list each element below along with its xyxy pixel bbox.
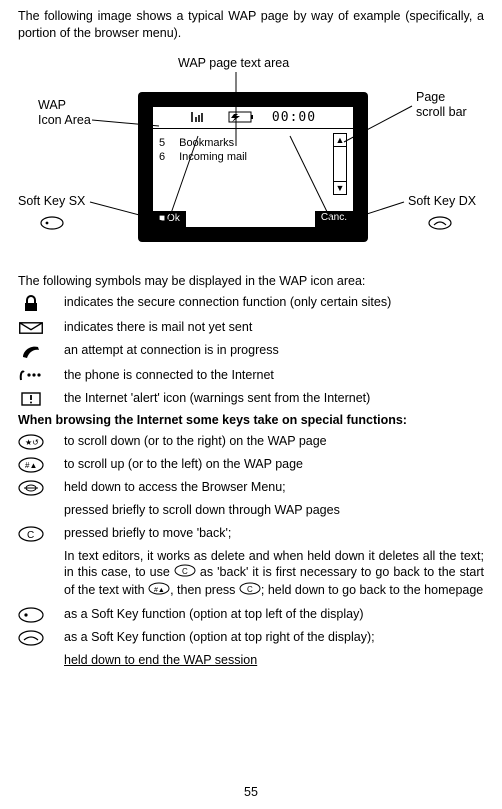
mail-icon xyxy=(18,319,64,336)
svg-text:C: C xyxy=(247,585,253,594)
row-alert: the Internet 'alert' icon (warnings sent… xyxy=(18,390,484,407)
row-softL: as a Soft Key function (option at top le… xyxy=(18,606,484,623)
row-hash: #▲ to scroll up (or to the left) on the … xyxy=(18,456,484,473)
row-lock: indicates the secure connection function… xyxy=(18,294,484,313)
keys-heading: When browsing the Internet some keys tak… xyxy=(18,413,484,427)
softR-text: as a Soft Key function (option at top ri… xyxy=(64,629,484,646)
svg-text:C: C xyxy=(27,530,34,541)
c-cont: In text editors, it works as delete and … xyxy=(64,548,484,601)
row-phone: an attempt at connection is in progress xyxy=(18,342,484,361)
eye-cont: pressed briefly to scroll down through W… xyxy=(64,502,484,519)
phone-icon xyxy=(18,342,64,361)
dots-icon xyxy=(18,367,64,382)
menu-key-icon xyxy=(18,479,64,496)
row-star: ★↺ to scroll down (or to the right) on t… xyxy=(18,433,484,450)
hash-text: to scroll up (or to the left) on the WAP… xyxy=(64,456,484,473)
row-eye: held down to access the Browser Menu; xyxy=(18,479,484,496)
softR-cont: held down to end the WAP session xyxy=(64,652,484,669)
alert-icon xyxy=(18,390,64,407)
star-text: to scroll down (or to the right) on the … xyxy=(64,433,484,450)
softL-text: as a Soft Key function (option at top le… xyxy=(64,606,484,623)
alert-text: the Internet 'alert' icon (warnings sent… xyxy=(64,390,484,407)
star-key-icon: ★↺ xyxy=(18,433,64,450)
c-key-icon: C xyxy=(18,525,64,542)
svg-text:C: C xyxy=(182,567,188,576)
lock-text: indicates the secure connection function… xyxy=(64,294,484,311)
row-softR: as a Soft Key function (option at top ri… xyxy=(18,629,484,646)
row-dots: the phone is connected to the Internet xyxy=(18,367,484,384)
symbols-intro: The following symbols may be displayed i… xyxy=(18,274,484,288)
mail-text: indicates there is mail not yet sent xyxy=(64,319,484,336)
svg-text:#▲: #▲ xyxy=(154,587,165,594)
svg-text:★↺: ★↺ xyxy=(25,438,39,447)
row-mail: indicates there is mail not yet sent xyxy=(18,319,484,336)
dots-text: the phone is connected to the Internet xyxy=(64,367,484,384)
eye-text: held down to access the Browser Menu; xyxy=(64,479,484,496)
lock-icon xyxy=(18,294,64,313)
wap-diagram: WAP page text area WAPIcon Area Pagescro… xyxy=(18,54,484,264)
soft-left-key-icon xyxy=(18,606,64,623)
leader-lines xyxy=(18,54,488,264)
page-number: 55 xyxy=(0,785,502,799)
hash-key-icon: #▲ xyxy=(18,456,64,473)
intro-text: The following image shows a typical WAP … xyxy=(18,8,484,42)
c-text: pressed briefly to move 'back'; xyxy=(64,525,484,542)
row-c: C pressed briefly to move 'back'; xyxy=(18,525,484,542)
soft-right-key-icon xyxy=(18,629,64,646)
svg-text:#▲: #▲ xyxy=(25,461,37,470)
phone-text: an attempt at connection is in progress xyxy=(64,342,484,359)
